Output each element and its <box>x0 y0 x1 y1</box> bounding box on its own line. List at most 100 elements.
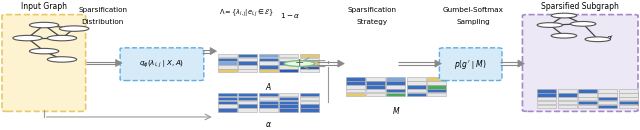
Bar <box>238 54 257 57</box>
Bar <box>428 85 446 89</box>
Bar <box>346 93 365 96</box>
Bar <box>428 93 446 96</box>
Text: $\alpha$: $\alpha$ <box>266 120 273 129</box>
Bar <box>279 58 298 61</box>
Bar <box>279 61 298 65</box>
Bar <box>598 101 618 104</box>
Circle shape <box>47 57 77 62</box>
Text: +: + <box>295 58 304 68</box>
Bar <box>238 58 257 61</box>
Bar <box>598 97 618 100</box>
Bar <box>238 108 257 112</box>
Bar <box>537 101 556 104</box>
Circle shape <box>29 48 59 54</box>
Bar <box>300 108 319 112</box>
Bar <box>218 58 237 61</box>
Bar <box>218 108 237 112</box>
Bar <box>619 97 638 100</box>
Bar <box>598 89 618 93</box>
Circle shape <box>284 61 315 66</box>
Text: Gumbel-Softmax: Gumbel-Softmax <box>443 7 504 13</box>
FancyBboxPatch shape <box>440 48 502 81</box>
Bar <box>300 100 319 104</box>
Bar <box>300 104 319 108</box>
Bar <box>407 93 426 96</box>
Bar <box>238 61 257 65</box>
Bar <box>238 100 257 104</box>
Bar <box>279 104 298 108</box>
Bar <box>557 101 577 104</box>
Bar <box>218 69 237 73</box>
Bar <box>537 97 556 100</box>
Bar <box>259 93 278 96</box>
Bar <box>279 65 298 69</box>
Polygon shape <box>210 48 216 55</box>
Bar <box>300 97 319 100</box>
Bar <box>366 81 385 85</box>
Text: Distribution: Distribution <box>82 19 124 25</box>
Text: Sparsified Subgraph: Sparsified Subgraph <box>541 2 619 11</box>
Bar <box>279 108 298 112</box>
FancyBboxPatch shape <box>522 15 638 111</box>
Bar <box>279 100 298 104</box>
Bar <box>259 61 278 65</box>
Bar <box>578 105 597 108</box>
Text: Sparsification: Sparsification <box>78 7 127 13</box>
Bar <box>238 97 257 100</box>
Bar <box>407 77 426 81</box>
Bar <box>259 100 278 104</box>
Bar <box>300 54 319 57</box>
Bar <box>428 89 446 92</box>
Bar <box>346 89 365 92</box>
Text: Sampling: Sampling <box>456 19 490 25</box>
Bar <box>598 105 618 108</box>
Circle shape <box>13 35 42 41</box>
Polygon shape <box>116 59 122 67</box>
Text: $A$: $A$ <box>266 81 273 92</box>
Bar <box>366 77 385 81</box>
Bar <box>300 58 319 61</box>
Circle shape <box>585 37 611 42</box>
Bar <box>578 101 597 104</box>
Text: $\Lambda = \{\lambda_{i,j} | e_{i,j} \in \mathcal{E}\}$: $\Lambda = \{\lambda_{i,j} | e_{i,j} \in… <box>219 7 274 19</box>
Bar <box>259 65 278 69</box>
Bar <box>387 85 405 89</box>
Text: $p(g' \mid M)$: $p(g' \mid M)$ <box>454 58 487 71</box>
Bar <box>619 93 638 97</box>
FancyBboxPatch shape <box>120 48 204 81</box>
Bar <box>407 89 426 92</box>
Bar <box>407 81 426 85</box>
Bar <box>366 89 385 92</box>
Polygon shape <box>435 60 442 67</box>
Text: $q_\phi(\lambda_{i,j} \mid X, A)$: $q_\phi(\lambda_{i,j} \mid X, A)$ <box>140 58 184 70</box>
Circle shape <box>570 21 596 26</box>
Bar <box>259 108 278 112</box>
Bar <box>407 85 426 89</box>
Bar <box>557 93 577 97</box>
Bar <box>218 61 237 65</box>
Bar <box>218 65 237 69</box>
Bar <box>619 89 638 93</box>
Bar <box>346 85 365 89</box>
Bar <box>259 54 278 57</box>
Text: Input Graph: Input Graph <box>21 2 67 11</box>
Bar <box>218 54 237 57</box>
Bar <box>366 93 385 96</box>
Bar <box>218 97 237 100</box>
Bar <box>279 69 298 73</box>
Bar <box>537 93 556 97</box>
Bar <box>346 77 365 81</box>
Bar <box>300 93 319 96</box>
Bar <box>366 85 385 89</box>
Polygon shape <box>518 60 524 67</box>
Circle shape <box>537 23 563 27</box>
Circle shape <box>551 33 577 38</box>
Bar <box>238 65 257 69</box>
Bar <box>578 89 597 93</box>
Bar <box>619 105 638 108</box>
Bar <box>387 89 405 92</box>
FancyBboxPatch shape <box>2 15 86 111</box>
Text: Strategy: Strategy <box>357 19 388 25</box>
Text: $M$: $M$ <box>392 105 401 116</box>
Bar <box>598 93 618 97</box>
